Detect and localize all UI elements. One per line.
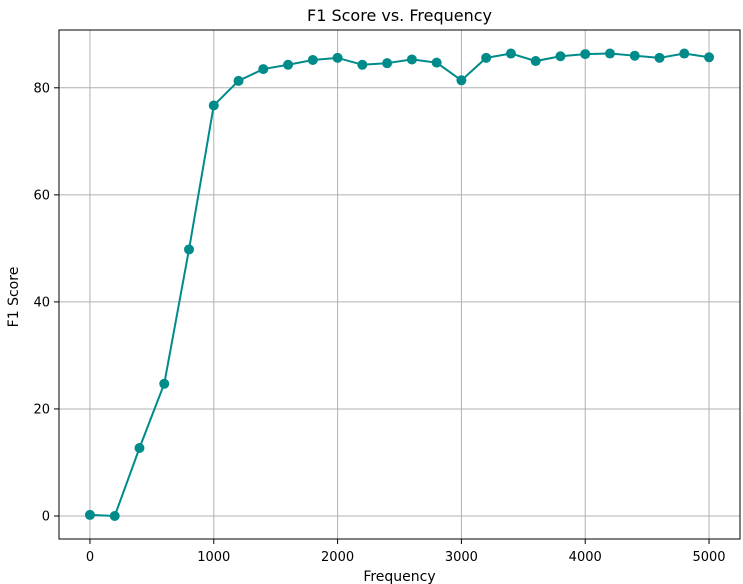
- x-axis-label: Frequency: [363, 569, 435, 584]
- data-point: [109, 510, 120, 521]
- data-point: [431, 57, 442, 68]
- data-point: [332, 52, 343, 63]
- y-axis-label: F1 Score: [6, 267, 22, 328]
- data-point: [704, 52, 715, 63]
- x-tick-label: 3000: [445, 550, 478, 565]
- data-point: [456, 75, 467, 86]
- y-tick-label: 20: [33, 402, 50, 417]
- data-point: [679, 48, 690, 59]
- data-point: [159, 378, 170, 389]
- series-layer: [84, 48, 715, 521]
- data-point: [555, 51, 566, 62]
- y-tick-label: 80: [33, 81, 50, 96]
- data-point: [406, 54, 417, 65]
- data-point: [629, 50, 640, 61]
- data-point: [357, 59, 368, 70]
- data-point: [134, 443, 145, 454]
- ticks: 0 1000 2000 3000 4000 5000 0 20 40 60 80: [33, 81, 725, 565]
- grid: [59, 30, 740, 539]
- data-point: [184, 244, 195, 255]
- data-point: [233, 75, 244, 86]
- plot-frame: [58, 29, 741, 540]
- data-point: [307, 54, 318, 65]
- chart-title: F1 Score vs. Frequency: [307, 6, 492, 25]
- data-point: [481, 52, 492, 63]
- y-tick-label: 0: [42, 509, 50, 524]
- data-point: [604, 48, 615, 59]
- x-tick-label: 4000: [569, 550, 602, 565]
- data-point: [208, 100, 219, 111]
- data-point: [258, 64, 269, 75]
- data-point: [580, 49, 591, 60]
- x-tick-label: 0: [86, 550, 94, 565]
- data-point: [84, 509, 95, 520]
- data-point: [382, 58, 393, 69]
- series-line: [89, 52, 710, 518]
- data-point: [530, 56, 541, 67]
- x-tick-label: 2000: [321, 550, 354, 565]
- y-tick-label: 60: [33, 188, 50, 203]
- x-tick-label: 1000: [197, 550, 230, 565]
- data-point: [283, 59, 294, 70]
- data-point: [654, 52, 665, 63]
- y-tick-label: 40: [33, 295, 50, 310]
- data-point: [505, 48, 516, 59]
- x-tick-label: 5000: [692, 550, 725, 565]
